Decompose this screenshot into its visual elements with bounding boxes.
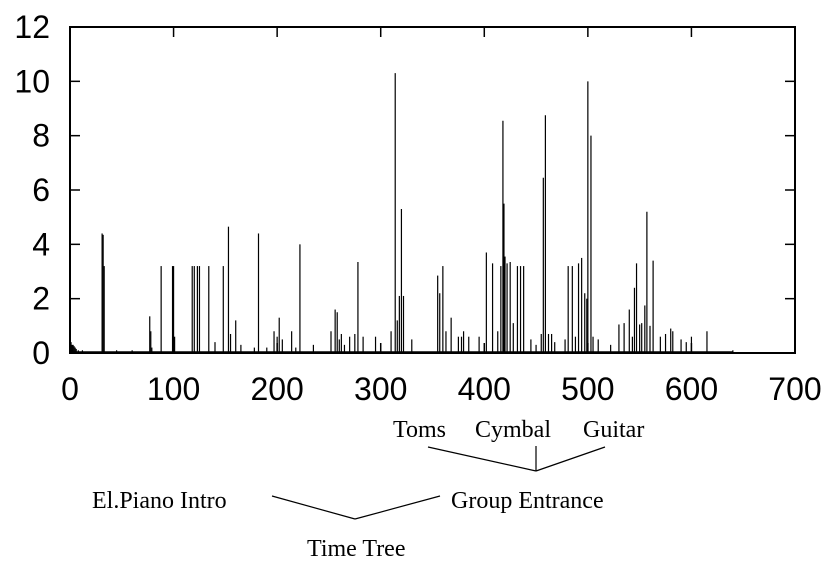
y-tick-label: 8 xyxy=(32,118,50,154)
y-tick-label: 4 xyxy=(32,226,50,262)
tree-branch-left xyxy=(271,495,356,520)
tree-branch-right xyxy=(354,495,441,520)
y-tick-label: 12 xyxy=(14,9,50,45)
label-el-piano-intro: El.Piano Intro xyxy=(92,488,227,514)
x-tick-labels: 0 100 200 300 400 500 600 700 xyxy=(61,371,822,407)
x-tick-label: 300 xyxy=(354,371,407,407)
y-tick-label: 6 xyxy=(32,172,50,208)
x-tick-label: 200 xyxy=(250,371,303,407)
bars xyxy=(70,73,734,353)
x-tick-label: 400 xyxy=(458,371,511,407)
x-tick-label: 600 xyxy=(665,371,718,407)
time-tree: Toms Cymbal Guitar El.Piano Intro Group … xyxy=(92,417,644,562)
tree-branch-toms xyxy=(427,446,537,472)
y-tick-label: 2 xyxy=(32,281,50,317)
x-tick-label: 100 xyxy=(147,371,200,407)
label-time-tree: Time Tree xyxy=(307,536,405,562)
label-toms: Toms xyxy=(393,417,446,443)
y-tick-label: 10 xyxy=(14,63,50,99)
x-tick-label: 700 xyxy=(768,371,821,407)
x-tick-label: 500 xyxy=(561,371,614,407)
y-tick-labels: 0 2 4 6 8 10 12 xyxy=(14,9,50,371)
tree-branch-guitar xyxy=(535,446,606,472)
y-tick-label: 0 xyxy=(32,335,50,371)
plot-frame xyxy=(69,26,796,354)
label-guitar: Guitar xyxy=(583,417,644,443)
x-tick-label: 0 xyxy=(61,371,79,407)
axis-ticks xyxy=(69,26,796,354)
label-group-entrance: Group Entrance xyxy=(451,488,604,514)
label-cymbal: Cymbal xyxy=(475,417,551,443)
